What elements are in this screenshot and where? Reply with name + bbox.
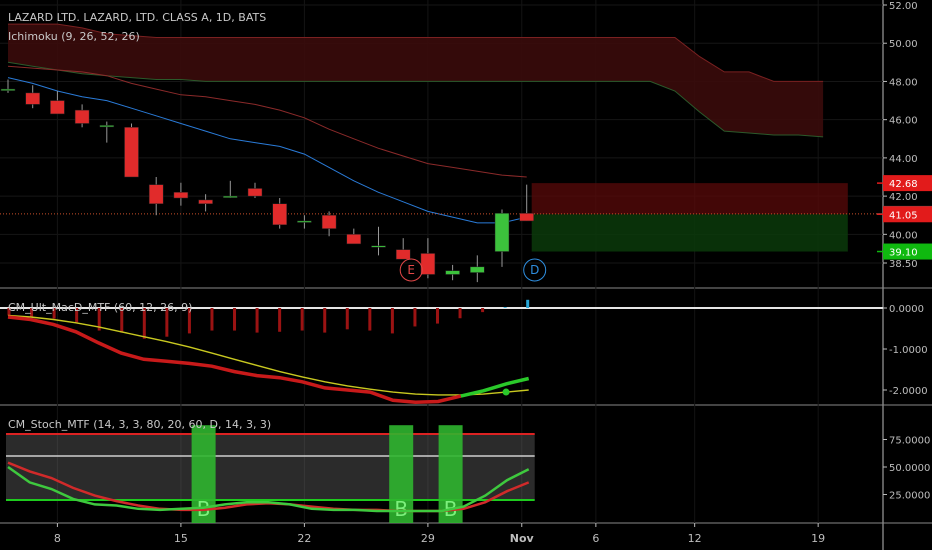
macd-histogram-bar [52, 308, 56, 319]
chart-title: LAZARD LTD. LAZARD, LTD. CLASS A, 1D, BA… [8, 11, 266, 24]
price-tick-label: 44.00 [889, 154, 918, 165]
macd-signal-line [7, 314, 529, 396]
macd-histogram-bar [323, 308, 327, 333]
stoch-buy-zone [389, 425, 414, 523]
macd-histogram-bar [481, 308, 485, 313]
candle-body [223, 195, 238, 198]
macd-histogram-bar [142, 308, 146, 339]
macd-histogram-bar [278, 308, 282, 332]
marker-label: D [530, 263, 539, 277]
ichimoku-cloud [8, 24, 824, 137]
macd-histogram-bar [187, 308, 191, 334]
macd-histogram-bar [435, 308, 439, 324]
stoch-k-line [7, 465, 530, 513]
candle-body [371, 245, 386, 248]
macd-histogram-bar [390, 308, 394, 334]
price-tick-label: 52.00 [889, 1, 918, 12]
marker-circle [523, 258, 547, 282]
candle-body [346, 234, 362, 245]
candle-body [173, 192, 189, 199]
price-tick-label: 48.00 [889, 77, 918, 88]
target-box-red [531, 183, 848, 215]
macd-tick-label: 0.0000 [889, 304, 924, 315]
candle-body [25, 92, 40, 105]
tenkan-sen-line [7, 77, 527, 224]
macd-histogram-bar [165, 308, 169, 337]
candle-body [395, 249, 411, 260]
time-tick-label: 19 [811, 532, 825, 545]
macd-histogram-bar [210, 308, 214, 331]
target-box-green [531, 214, 848, 252]
candle-body [99, 125, 115, 128]
kijun-sen-line [7, 65, 527, 178]
stoch-tick-label: 75.0000 [889, 436, 930, 447]
macd-histogram-bar [233, 308, 237, 331]
price-tick-label: 50.00 [889, 39, 918, 50]
candle-body [74, 109, 90, 124]
price-tick-label: 46.00 [889, 116, 918, 127]
macd-histogram-bar [526, 299, 530, 308]
candle-body [148, 184, 164, 205]
candle-body [124, 127, 139, 178]
time-tick-label: 22 [297, 532, 311, 545]
macd-histogram-bar [255, 308, 259, 333]
candle-body [198, 199, 213, 205]
time-tick-label: 8 [54, 532, 61, 545]
macd-histogram-bar [368, 308, 372, 331]
candle-body [321, 214, 337, 229]
macd-histogram-bar [120, 308, 124, 333]
macd-cross-dot [502, 388, 510, 396]
stoch-legend: CM_Stoch_MTF (14, 3, 3, 80, 20, 60, D, 1… [8, 418, 271, 431]
macd-histogram-bar [75, 308, 79, 323]
candle-body [519, 213, 534, 222]
time-tick-label: 12 [688, 532, 702, 545]
price-tick-label: 40.00 [889, 230, 918, 241]
macd-histogram-bar [300, 308, 304, 331]
stoch-buy-label: B [394, 497, 408, 521]
price-tag-label: 41.05 [889, 210, 918, 221]
price-tick-label: 42.00 [889, 192, 918, 203]
macd-histogram-bar [7, 308, 11, 316]
marker-label: E [407, 263, 415, 277]
candle-body [272, 203, 287, 226]
price-tag [883, 206, 932, 223]
price-tag [883, 243, 932, 260]
candle-body [470, 266, 485, 273]
candle-body [445, 270, 460, 275]
macd-histogram-bar [413, 308, 417, 327]
price-tag [883, 175, 932, 192]
stoch-tick-label: 25.0000 [889, 491, 930, 502]
candle-body [297, 220, 312, 223]
senkou-span-a-line [8, 23, 824, 82]
candle-body [0, 88, 16, 91]
senkou-span-b-line [7, 61, 824, 138]
macd-histogram-bar [30, 308, 34, 318]
time-tick-label: Nov [510, 532, 535, 545]
macd-histogram-bar [458, 308, 462, 319]
macd-histogram-bar [97, 308, 101, 331]
time-tick-label: 29 [421, 532, 435, 545]
macd-tick-label: -2.0000 [889, 386, 928, 397]
macd-histogram-bar [503, 307, 507, 308]
macd-legend: CM_Ult_MacD_MTF (60, 12, 26, 9) [8, 301, 192, 314]
candle-body [420, 253, 436, 275]
macd-tick-label: -1.0000 [889, 345, 928, 356]
price-tag-label: 42.68 [889, 179, 918, 190]
macd-line-bullish [460, 376, 530, 398]
time-tick-label: 15 [174, 532, 188, 545]
time-tick-label: 6 [592, 532, 599, 545]
stoch-tick-label: 50.0000 [889, 463, 930, 474]
candle-body [247, 188, 263, 197]
macd-line-bearish [7, 315, 462, 405]
ichimoku-legend: Ichimoku (9, 26, 52, 26) [8, 30, 140, 43]
macd-histogram-bar [345, 308, 349, 330]
marker-circle [399, 258, 423, 282]
candle-body [494, 213, 510, 252]
price-tick-label: 38.50 [889, 259, 918, 270]
candle-body [50, 100, 65, 115]
price-tag-label: 39.10 [889, 248, 918, 259]
